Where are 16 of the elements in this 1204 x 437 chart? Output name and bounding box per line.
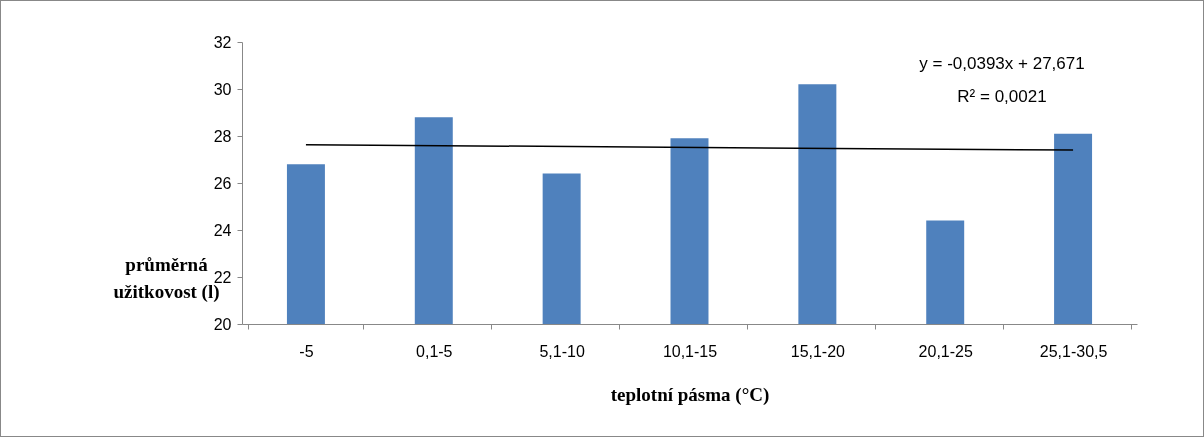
- annotation: y = -0,0393x + 27,671: [919, 54, 1085, 73]
- y-tick-label: 26: [213, 174, 232, 192]
- y-tick-label: 20: [213, 315, 232, 333]
- x-tick-label: 25,1-30,5: [1039, 342, 1108, 360]
- x-tick-label: 15,1-20: [790, 342, 846, 360]
- y-tick-label: 32: [213, 33, 232, 51]
- x-tick-label: -5: [299, 342, 314, 360]
- y-tick-label: 30: [213, 80, 232, 98]
- x-tick-label: 10,1-15: [662, 342, 718, 360]
- annotation: R² = 0,0021: [957, 87, 1047, 106]
- x-tick-label: 0,1-5: [416, 342, 453, 360]
- x-tick-label: 20,1-25: [918, 342, 973, 360]
- x-axis-title: teplotní pásma (°C): [610, 383, 770, 406]
- x-tick-label: 5,1-10: [539, 342, 585, 360]
- y-tick-label: 24: [213, 221, 232, 239]
- y-tick-label: 28: [213, 127, 232, 145]
